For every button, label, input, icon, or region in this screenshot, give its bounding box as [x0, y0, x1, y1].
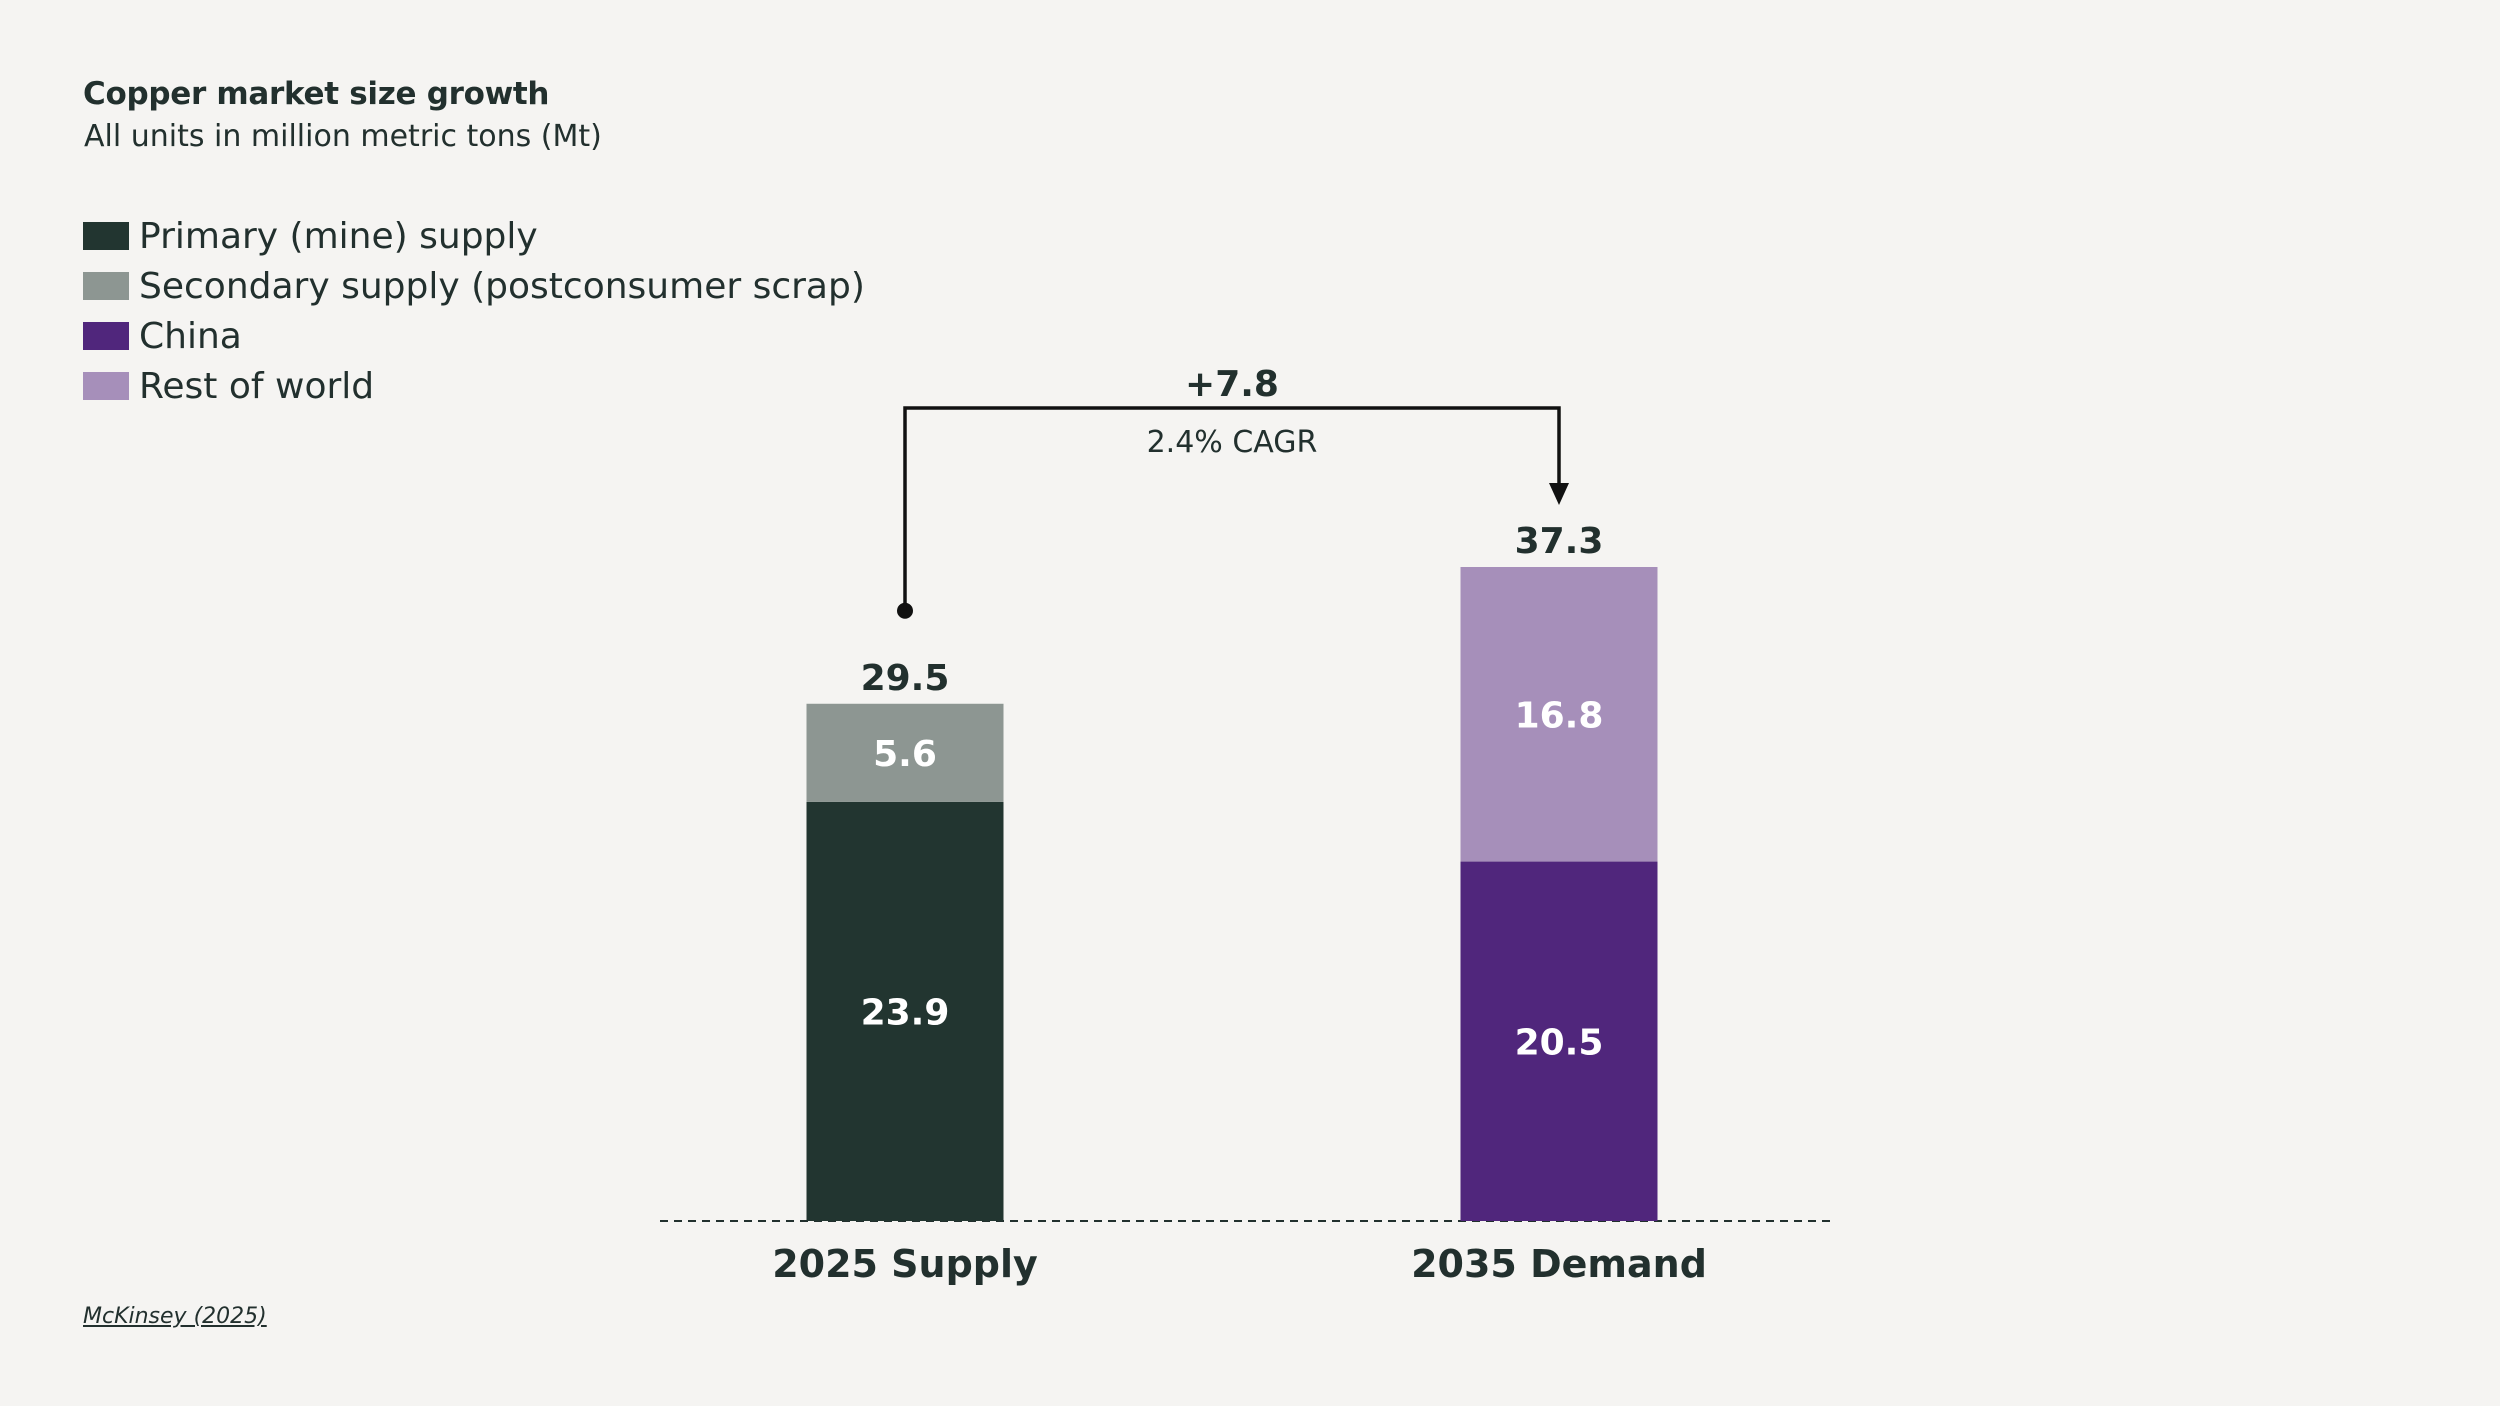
bar-total-label: 29.5	[861, 658, 950, 699]
legend-swatch-secondary	[83, 272, 129, 300]
bars-group: 23.9 5.6 29.5 2025 Supply 20.5 16.8 37.3 2035 D…	[772, 521, 1707, 1286]
legend-swatch-rest-of-world	[83, 372, 129, 400]
legend: Primary (mine) supply Secondary supply (…	[83, 211, 865, 411]
legend-item-rest-of-world: Rest of world	[83, 361, 865, 411]
legend-item-primary: Primary (mine) supply	[83, 211, 865, 261]
segment-value-label: 23.9	[861, 992, 950, 1033]
chart-title: Copper market size growth	[83, 76, 550, 112]
bar-segment-rest-of-world	[1460, 567, 1658, 862]
legend-label-secondary: Secondary supply (postconsumer scrap)	[139, 265, 865, 307]
annotation-bracket-line	[903, 406, 1561, 611]
legend-item-china: China	[83, 311, 865, 361]
bar-segment-primary-mine-supply	[806, 801, 1004, 1221]
annotation-arrowhead	[1549, 483, 1569, 505]
bar-total-label: 37.3	[1515, 521, 1604, 562]
legend-label-china: China	[139, 315, 242, 357]
annotation-delta-label: +7.8	[1185, 364, 1279, 405]
bar-segment-secondary-supply-postconsumer-scrap	[806, 703, 1004, 802]
chart-subtitle: All units in million metric tons (Mt)	[84, 119, 602, 154]
legend-label-primary: Primary (mine) supply	[139, 215, 538, 257]
category-label-2035-demand: 2035 Demand	[1411, 1242, 1707, 1286]
bar-segment-china	[1460, 861, 1658, 1221]
legend-item-secondary: Secondary supply (postconsumer scrap)	[83, 261, 865, 311]
legend-swatch-primary	[83, 222, 129, 250]
segment-value-label: 16.8	[1515, 695, 1604, 736]
source-link[interactable]: McKinsey (2025)	[83, 1304, 267, 1329]
category-label-2025-supply: 2025 Supply	[772, 1242, 1038, 1286]
legend-swatch-china	[83, 322, 129, 350]
segment-value-label: 20.5	[1515, 1022, 1604, 1063]
legend-label-rest-of-world: Rest of world	[139, 365, 375, 407]
segment-value-label: 5.6	[873, 734, 937, 775]
growth-annotation: +7.8 2.4% CAGR	[897, 364, 1569, 619]
annotation-cagr-label: 2.4% CAGR	[1147, 425, 1318, 460]
